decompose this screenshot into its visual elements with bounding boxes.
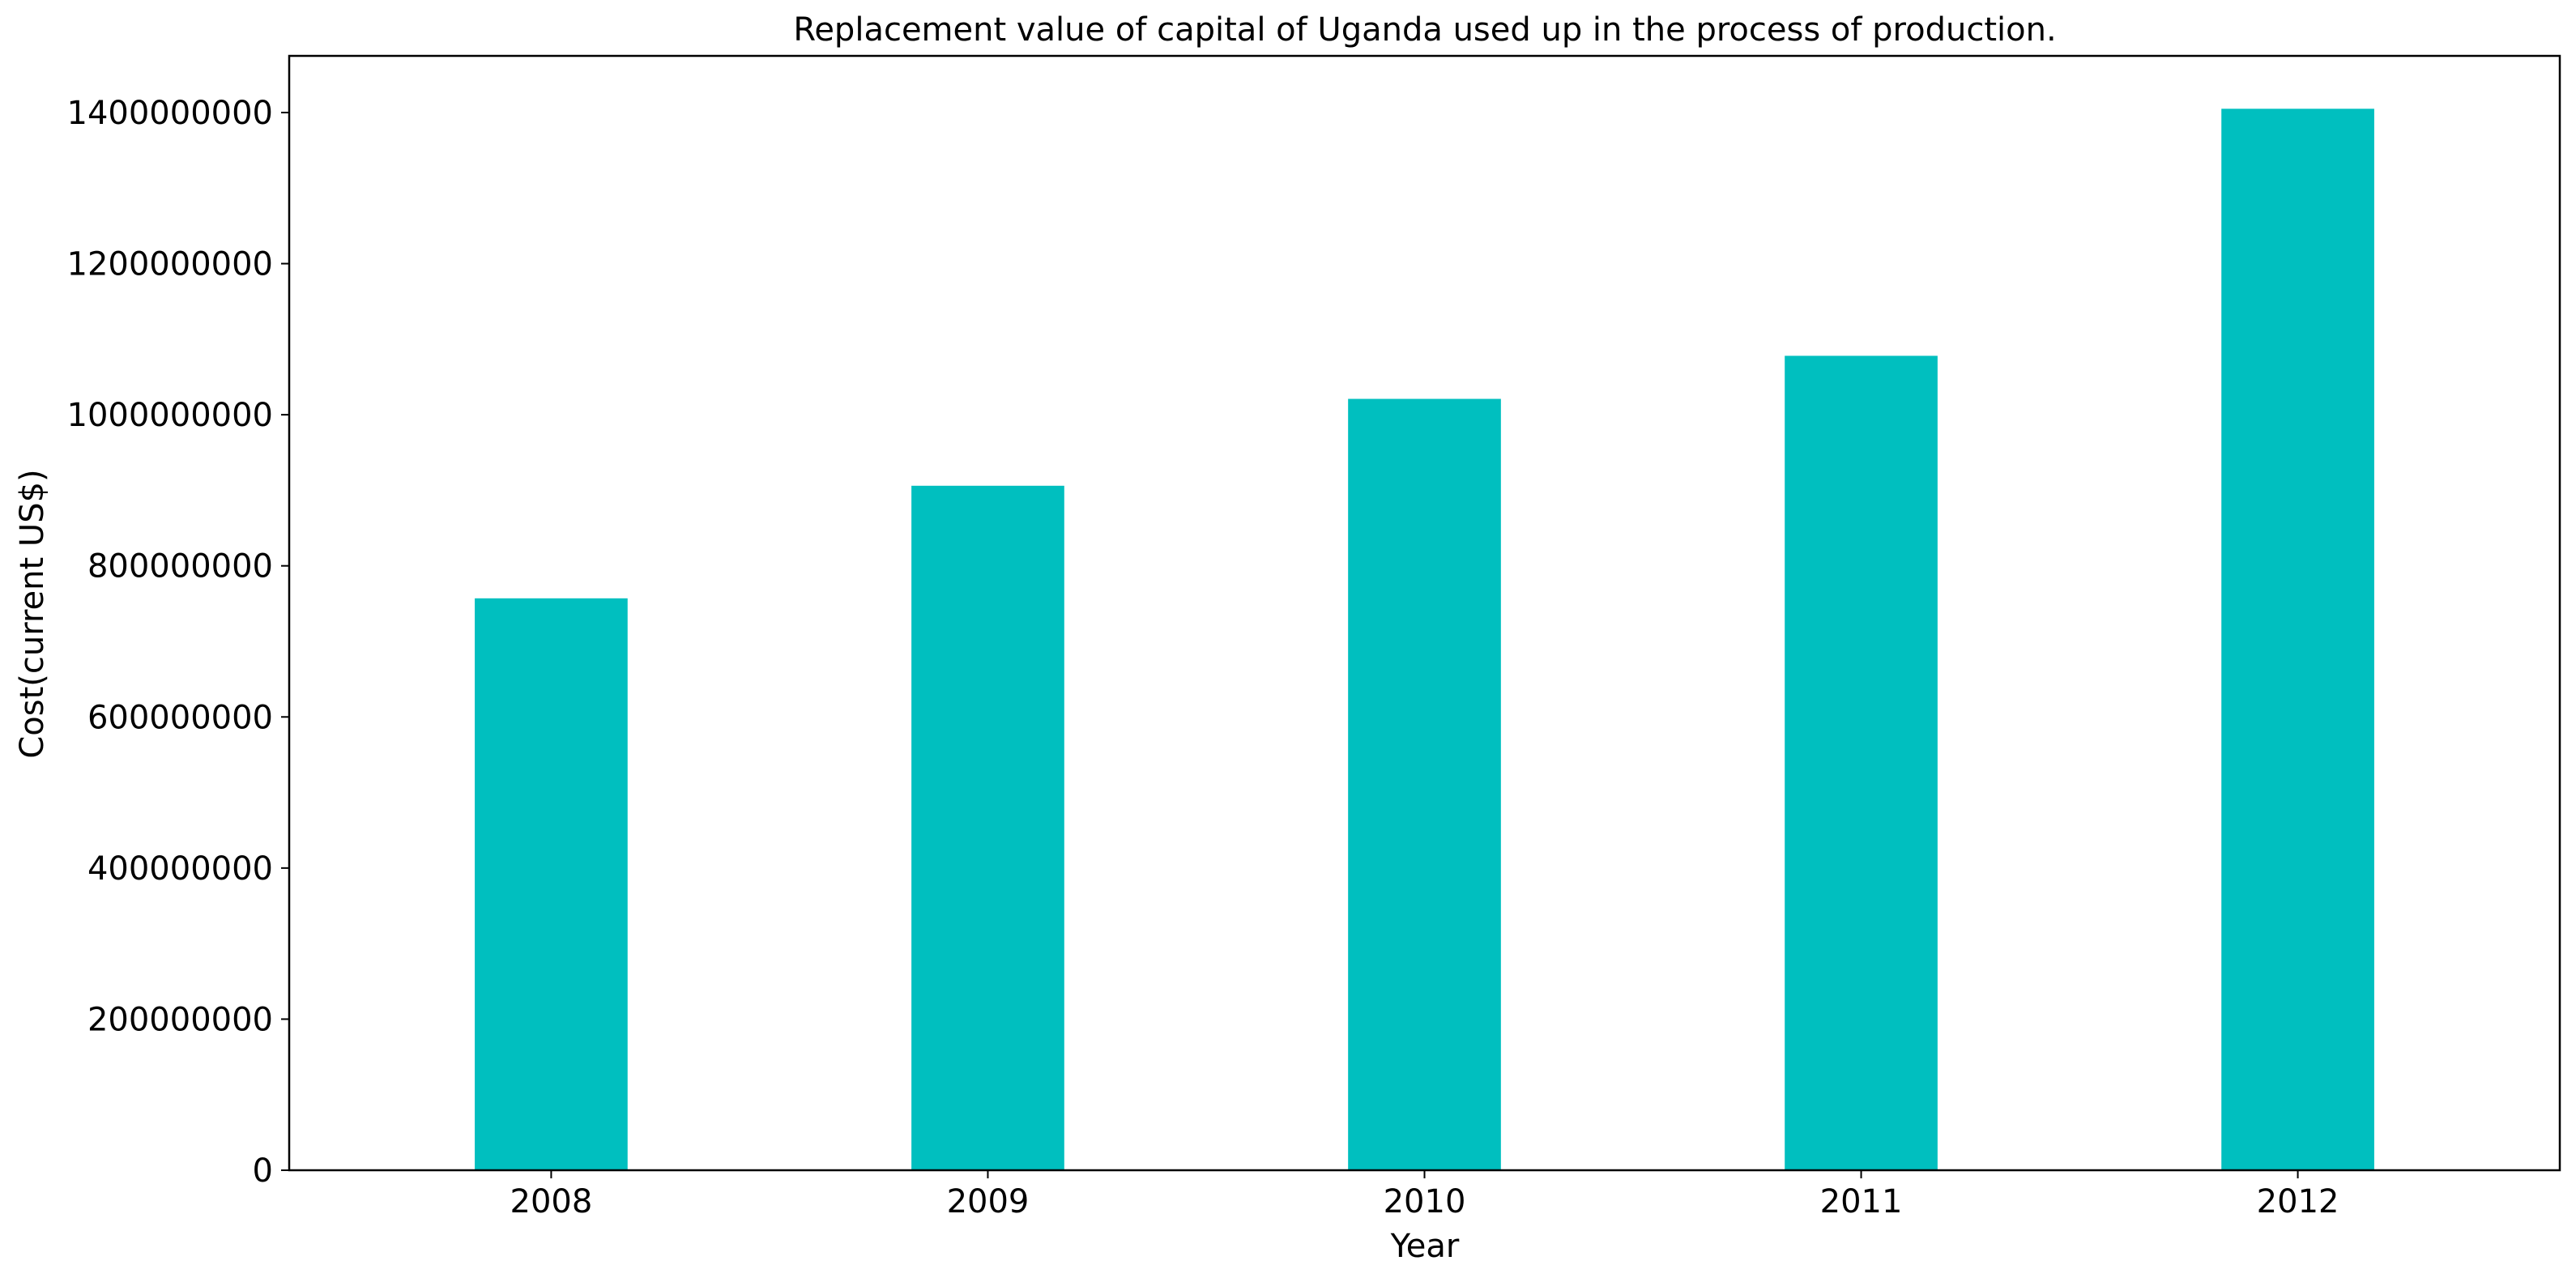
- bar-2009: [911, 485, 1064, 1170]
- x-tick-label: 2010: [1384, 1183, 1466, 1220]
- x-axis-label: Year: [1390, 1228, 1460, 1265]
- y-tick-label: 0: [253, 1152, 273, 1190]
- bar-2012: [2221, 109, 2374, 1170]
- y-axis-ticks: 0 200000000 400000000 600000000 800000000 100…: [67, 95, 289, 1190]
- bars-group: [475, 109, 2374, 1171]
- y-tick-label: 800000000: [87, 548, 273, 586]
- x-tick-label: 2012: [2257, 1183, 2339, 1220]
- y-tick-label: 1200000000: [67, 246, 274, 283]
- x-axis-ticks: 2008 2009 2010 2011 2012: [510, 1170, 2339, 1220]
- y-tick-label: 600000000: [87, 699, 273, 736]
- y-axis-label: Cost(current US$): [14, 469, 51, 758]
- x-tick-label: 2008: [510, 1183, 593, 1220]
- x-tick-label: 2009: [947, 1183, 1030, 1220]
- y-tick-label: 400000000: [87, 850, 273, 888]
- bar-2011: [1785, 356, 1938, 1171]
- bar-2010: [1348, 398, 1501, 1170]
- chart-title: Replacement value of capital of Uganda u…: [793, 11, 2056, 49]
- y-tick-label: 1000000000: [67, 397, 274, 434]
- bar-2008: [475, 598, 628, 1170]
- y-tick-label: 1400000000: [67, 95, 274, 132]
- plot-area-frame: [288, 54, 2561, 1172]
- x-tick-label: 2011: [1820, 1183, 1903, 1220]
- y-tick-label: 200000000: [87, 1001, 273, 1038]
